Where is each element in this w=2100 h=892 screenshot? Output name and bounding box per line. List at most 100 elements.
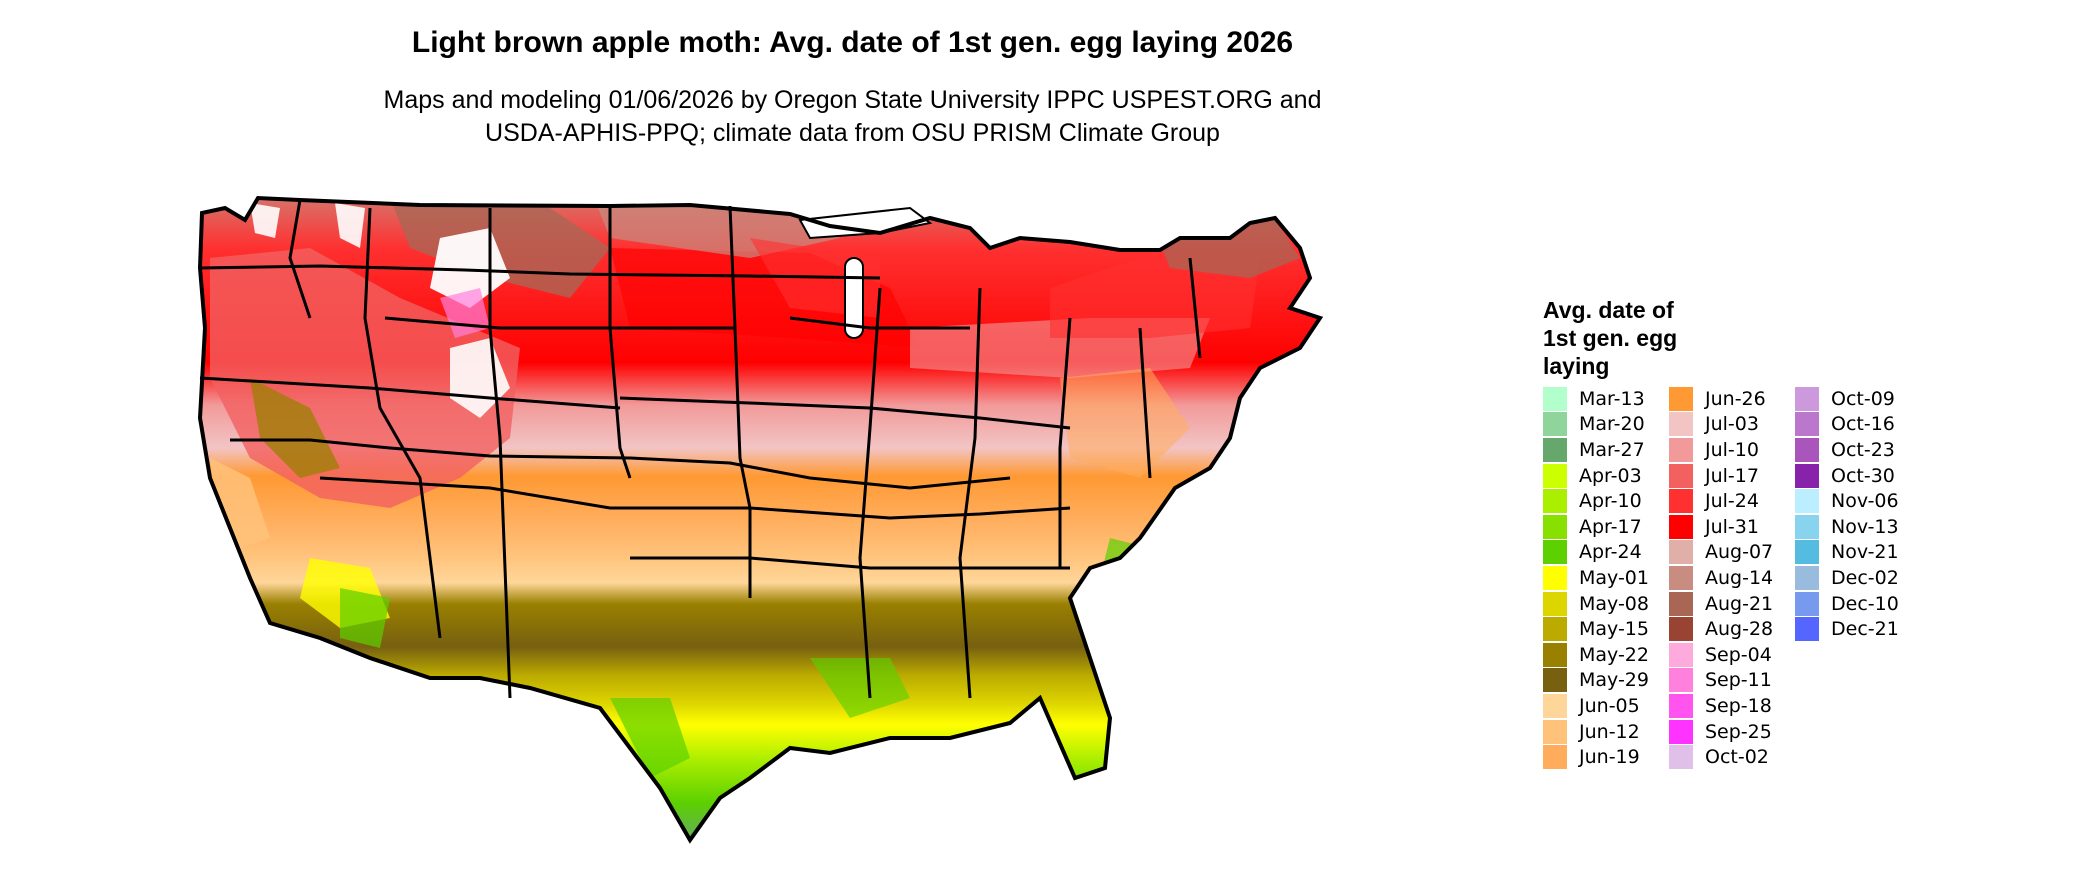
legend-label: Oct-02 [1705,746,1769,769]
legend-swatch [1795,386,1819,411]
legend-title-line-3: laying [1543,353,1610,379]
lake-superior [798,206,933,240]
state-borders [199,199,1202,699]
legend-swatch [1669,489,1693,514]
legend-swatch [1795,437,1819,462]
legend-label: Jul-03 [1705,413,1759,436]
legend-item: Sep-04 [1669,642,1799,668]
legend-swatch [1669,745,1693,770]
legend-swatch [1543,463,1567,488]
legend-item: Sep-11 [1669,668,1799,694]
legend-swatch [1543,591,1567,616]
legend-item: Nov-13 [1795,514,1925,540]
legend-swatch [1795,591,1819,616]
legend-item: Aug-14 [1669,565,1799,591]
legend-label: Apr-24 [1579,541,1642,564]
legend-swatch [1543,489,1567,514]
legend-swatch [1543,437,1567,462]
legend-label: Aug-07 [1705,541,1774,564]
legend-title-line-2: 1st gen. egg [1543,325,1678,351]
legend-swatch [1795,617,1819,642]
legend-label: Aug-14 [1705,566,1774,589]
legend-item: Apr-24 [1543,540,1673,566]
legend-swatch [1543,693,1567,718]
legend-swatch [1543,540,1567,565]
legend-swatch [1543,617,1567,642]
legend-label: Dec-02 [1831,566,1899,589]
legend-swatch [1669,437,1693,462]
legend-swatch [1543,514,1567,539]
legend-label: Oct-23 [1831,438,1895,461]
legend-label: Aug-28 [1705,618,1774,641]
legend-item: Jul-24 [1669,488,1799,514]
legend-item: Oct-02 [1669,744,1799,770]
legend-item: Jun-12 [1543,719,1673,745]
legend-title-line-1: Avg. date of [1543,297,1674,323]
legend-column-3: Oct-09 Oct-16 Oct-23 Oct-30 Nov-06 Nov-13 Nov-… [1795,386,1925,642]
subtitle-line-1: Maps and modeling 01/06/2026 by Oregon S… [383,86,1322,114]
legend-swatch [1795,463,1819,488]
legend-swatch [1543,386,1567,411]
legend-swatch [1669,386,1693,411]
legend-item: May-29 [1543,668,1673,694]
legend-item: Jun-05 [1543,693,1673,719]
legend-swatch [1669,463,1693,488]
legend-label: Apr-03 [1579,464,1642,487]
legend-label: Jul-31 [1705,515,1759,538]
legend-swatch [1795,565,1819,590]
legend-swatch [1795,489,1819,514]
legend-item: Dec-02 [1795,565,1925,591]
legend-swatch [1669,642,1693,667]
legend-label: Sep-25 [1705,720,1772,743]
legend-label: Jun-12 [1579,720,1640,743]
legend-label: Jun-19 [1579,746,1640,769]
legend-label: Mar-13 [1579,387,1645,410]
legend-item: Dec-21 [1795,616,1925,642]
legend-swatch [1669,591,1693,616]
legend-item: Apr-10 [1543,488,1673,514]
legend-swatch [1543,412,1567,437]
legend-item: Jul-03 [1669,412,1799,438]
legend-item: Dec-10 [1795,591,1925,617]
legend-label: Jun-26 [1705,387,1766,410]
legend-label: Nov-06 [1831,490,1899,513]
legend-label: Oct-16 [1831,413,1895,436]
legend-label: Nov-21 [1831,541,1899,564]
legend-label: May-08 [1579,592,1649,615]
legend-item: Apr-17 [1543,514,1673,540]
legend-label: Nov-13 [1831,515,1899,538]
legend-label: Oct-09 [1831,387,1895,410]
legend-item: Aug-21 [1669,591,1799,617]
legend-item: Apr-03 [1543,463,1673,489]
legend-swatch [1669,719,1693,744]
legend-label: Sep-18 [1705,694,1772,717]
legend-item: Jul-10 [1669,437,1799,463]
map-title: Light brown apple moth: Avg. date of 1st… [411,26,1294,59]
legend-swatch [1543,565,1567,590]
legend-label: Mar-20 [1579,413,1645,436]
legend-item: Sep-25 [1669,719,1799,745]
legend-swatch [1669,617,1693,642]
legend-label: Apr-10 [1579,490,1642,513]
legend-item: May-08 [1543,591,1673,617]
legend-item: Aug-07 [1669,540,1799,566]
legend-swatch [1543,642,1567,667]
legend-label: Dec-10 [1831,592,1899,615]
legend-item: Oct-23 [1795,437,1925,463]
legend-title: Avg. date of 1st gen. egg laying [1543,296,1743,380]
legend-swatch [1669,412,1693,437]
legend-item: Mar-20 [1543,412,1673,438]
legend-label: Sep-04 [1705,643,1772,666]
legend-swatch [1669,514,1693,539]
legend-item: Jun-26 [1669,386,1799,412]
subtitle-line-2: USDA-APHIS-PPQ; climate data from OSU PR… [485,119,1220,147]
legend-swatch [1543,745,1567,770]
legend-label: Aug-21 [1705,592,1774,615]
legend-label: Sep-11 [1705,669,1772,692]
legend-label: Jun-05 [1579,694,1640,717]
legend-swatch [1543,668,1567,693]
legend-label: Dec-21 [1831,618,1899,641]
legend-item: May-15 [1543,616,1673,642]
legend-swatch [1669,540,1693,565]
legend-item: Jun-19 [1543,744,1673,770]
